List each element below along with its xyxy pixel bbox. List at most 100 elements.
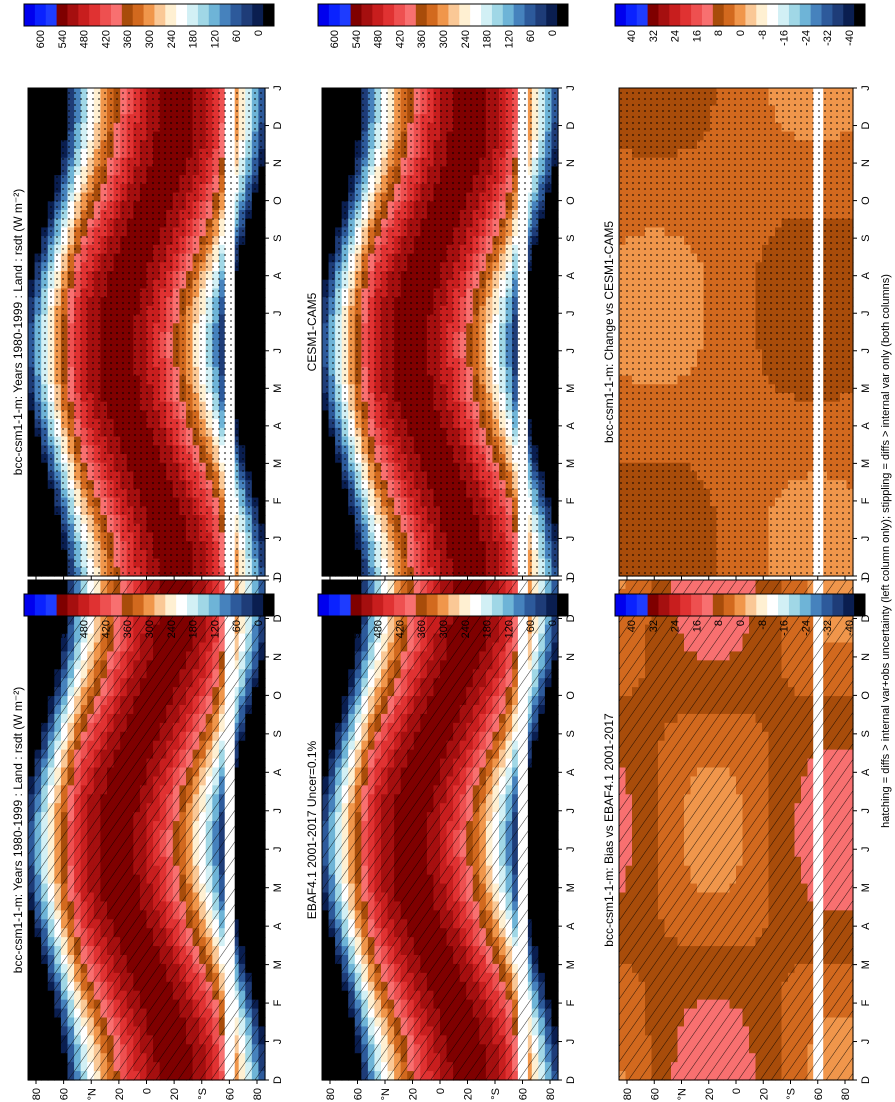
lat-tick-label: °N [86,1088,98,1100]
month-tick-label: M [272,384,284,393]
colorbar-swatch [24,4,36,26]
colorbar-label: 480 [79,30,91,48]
month-tick-label: F [272,497,284,504]
month-tick-label: J [272,310,284,316]
colorbar-swatch [67,4,79,26]
colorbar-label: 240 [166,620,178,638]
colorbar-swatch [165,594,177,616]
colorbar-swatch [78,4,90,26]
colorbar-swatch [143,594,155,616]
month-tick-label: M [272,459,284,468]
month-tick-label: M [272,883,284,892]
colorbar-label: 600 [35,620,47,638]
colorbar-swatch [208,4,221,26]
lat-tick-label: °S [197,1088,209,1100]
lat-tick-label: 60 [224,1088,236,1100]
colorbar-swatch [197,594,210,616]
lat-tick-label: 20 [169,1088,181,1100]
colorbar-label: 420 [100,620,112,638]
colorbar-swatch [219,4,231,26]
month-tick-label: F [272,999,284,1006]
colorbar-label: 480 [79,620,91,638]
colorbar-swatch [154,594,166,616]
colorbar-label: 360 [122,30,134,48]
month-tick-label: J [272,1039,284,1045]
month-tick-label: D [272,122,284,130]
lat-tick-label: 60 [59,1088,71,1100]
colorbar-swatch [154,4,166,26]
colorbar-swatch [208,594,221,616]
colorbar-swatch [89,594,101,616]
colorbar-swatch [241,594,253,616]
colorbar-label: 120 [209,30,221,48]
colorbar-swatch [252,594,264,616]
month-tick-label: D [272,1076,284,1084]
month-tick-label: J [272,85,284,91]
colorbar-swatch [176,594,188,616]
panel-title: bcc-csm1-1-m: Years 1980-1999 : Land : r… [11,189,25,475]
colorbar-label: 420 [100,30,112,48]
colorbar-label: 60 [231,620,243,632]
lat-tick-label: 20 [114,1088,126,1100]
colorbar-swatch [110,594,123,616]
lat-tick-label: 0 [142,1088,154,1094]
colorbar-label: 360 [122,620,134,638]
colorbar-swatch [187,4,199,26]
month-tick-label: A [272,922,284,930]
colorbar-swatch [100,4,112,26]
colorbar-label: 300 [144,620,156,638]
panel-model-left: 80 60 °N 20 0 20 °S 60 80DJFMAMJJASONDJbcc-csm1-… [11,577,284,1100]
month-tick-label: A [272,768,284,776]
colorbar-label: 180 [188,620,200,638]
colorbar-swatch [67,594,79,616]
month-tick-label: J [272,536,284,542]
colorbar-swatch [110,4,123,26]
colorbar-swatch [219,594,231,616]
colorbar-label: 0 [253,620,265,626]
colorbar-label: 600 [35,30,47,48]
colorbar-swatch [24,594,36,616]
colorbar-swatch [132,594,144,616]
colorbar-swatch [187,594,199,616]
month-tick-label: J [272,577,284,583]
month-tick-label: S [272,730,284,737]
colorbar-swatch [165,4,177,26]
colorbar-label: 540 [57,620,69,638]
month-tick-label: O [272,196,284,205]
month-tick-label: D [272,614,284,622]
hatch-overlay [28,580,265,1080]
month-tick-label: J [272,808,284,814]
colorbar-swatch [241,4,253,26]
panel-model-right: 8060°N20020°S6080DJFMAMJJASONDJbcc-csm1-… [11,3,284,596]
colorbar-swatch [197,4,210,26]
colorbar-label: 300 [144,30,156,48]
colorbar-swatch [100,594,112,616]
colorbar-label: 540 [57,30,69,48]
colorbar-label: 240 [166,30,178,48]
lat-tick-label: 80 [31,1088,43,1100]
colorbar-swatch [89,4,101,26]
colorbar-swatch [78,594,90,616]
month-tick-label: S [272,234,284,241]
colorbar-swatch [263,4,275,26]
panel-title: bcc-csm1-1-m: Years 1980-1999 : Land : r… [11,687,25,973]
colorbar-swatch [132,4,144,26]
colorbar-swatch [34,4,47,26]
month-tick-label: J [272,846,284,852]
lat-tick-label: 80 [252,1088,264,1100]
colorbar-swatch [263,594,275,616]
month-tick-label: D [272,572,284,580]
colorbar-label: 0 [253,30,265,36]
month-tick-label: N [272,653,284,661]
colorbar-swatch [230,594,242,616]
month-tick-label: J [272,348,284,354]
colorbar-label: 120 [209,620,221,638]
colorbar-swatch [34,594,47,616]
colorbar-swatch [252,4,264,26]
month-tick-label: M [272,960,284,969]
colorbar-frame [23,593,275,617]
colorbar-swatch [176,4,188,26]
colorbar-label: 180 [188,30,200,48]
